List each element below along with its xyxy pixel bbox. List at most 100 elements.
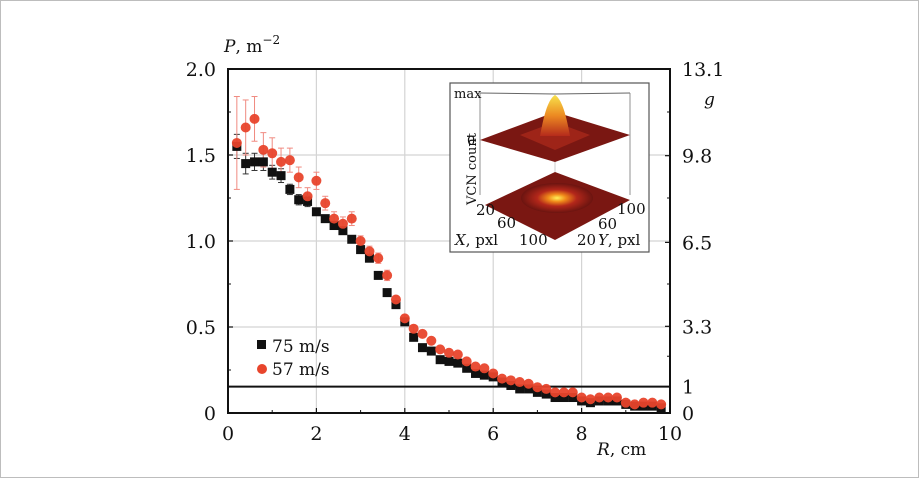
data-point-57ms bbox=[647, 397, 658, 408]
data-point-57ms bbox=[249, 113, 260, 124]
svg-text:100: 100 bbox=[519, 231, 548, 249]
data-point-57ms bbox=[638, 397, 649, 408]
data-point-57ms bbox=[355, 236, 366, 246]
svg-text:0: 0 bbox=[467, 134, 475, 149]
data-point-57ms bbox=[346, 213, 357, 224]
x-tick-label: 8 bbox=[576, 423, 588, 445]
data-point-75ms bbox=[462, 363, 472, 373]
data-point-57ms bbox=[611, 392, 622, 403]
data-point-75ms bbox=[303, 196, 313, 206]
data-point-75ms bbox=[250, 157, 260, 167]
data-point-75ms bbox=[409, 332, 419, 342]
svg-text:VCN count: VCN count bbox=[465, 132, 480, 206]
data-point-57ms bbox=[470, 361, 481, 372]
legend-marker-75 bbox=[257, 340, 266, 349]
y-right-tick-label: 1 bbox=[682, 377, 694, 399]
data-point-57ms bbox=[532, 382, 543, 393]
data-point-57ms bbox=[337, 218, 348, 229]
y-right-tick-label: 13.1 bbox=[682, 59, 724, 81]
data-point-75ms bbox=[320, 214, 330, 224]
data-point-75ms bbox=[391, 300, 401, 310]
legend: 75 m/s 57 m/s bbox=[257, 337, 330, 380]
data-point-57ms bbox=[444, 347, 454, 358]
data-point-75ms bbox=[373, 270, 383, 280]
data-point-57ms bbox=[541, 383, 552, 394]
data-point-57ms bbox=[505, 375, 516, 386]
y-right-tick-label: 6.5 bbox=[682, 232, 712, 254]
svg-text:60: 60 bbox=[598, 215, 617, 233]
data-point-75ms bbox=[294, 195, 304, 205]
data-point-75ms bbox=[338, 226, 348, 236]
x-tick-label: 0 bbox=[222, 423, 234, 445]
data-point-57ms bbox=[408, 323, 419, 334]
data-point-57ms bbox=[382, 270, 393, 281]
inset-peak bbox=[540, 95, 570, 136]
data-point-75ms bbox=[356, 245, 366, 255]
svg-text:100: 100 bbox=[617, 200, 646, 218]
data-point-75ms bbox=[559, 393, 569, 403]
data-point-57ms bbox=[320, 198, 331, 209]
data-point-75ms bbox=[267, 167, 277, 177]
data-point-57ms bbox=[276, 156, 287, 167]
data-point-57ms bbox=[488, 368, 499, 379]
data-point-57ms bbox=[603, 392, 614, 403]
svg-text:X, pxl: X, pxl bbox=[454, 231, 498, 249]
y-tick-label: 0 bbox=[204, 403, 216, 425]
data-point-75ms bbox=[329, 221, 339, 231]
data-point-75ms bbox=[311, 207, 321, 217]
data-point-57ms bbox=[452, 349, 463, 360]
data-point-57ms bbox=[231, 137, 242, 148]
data-point-75ms bbox=[506, 380, 516, 390]
data-point-75ms bbox=[276, 171, 286, 181]
data-point-57ms bbox=[267, 148, 278, 159]
data-point-57ms bbox=[497, 373, 508, 384]
data-point-57ms bbox=[329, 213, 340, 224]
data-point-57ms bbox=[373, 253, 384, 264]
data-point-75ms bbox=[426, 346, 436, 356]
x-tick-label: 6 bbox=[487, 423, 499, 445]
data-point-75ms bbox=[453, 358, 463, 368]
data-point-57ms bbox=[576, 392, 587, 403]
data-point-57ms bbox=[390, 294, 401, 305]
y-tick-label: 0.5 bbox=[186, 317, 216, 339]
data-point-57ms bbox=[620, 397, 631, 408]
data-point-75ms bbox=[347, 234, 357, 244]
y-tick-label: 1.5 bbox=[186, 145, 216, 167]
data-point-57ms bbox=[523, 378, 534, 389]
data-point-57ms bbox=[567, 387, 578, 398]
data-point-57ms bbox=[240, 122, 251, 133]
data-point-75ms bbox=[285, 184, 295, 194]
data-point-75ms bbox=[568, 393, 578, 403]
data-point-75ms bbox=[382, 288, 392, 298]
data-point-57ms bbox=[417, 328, 428, 339]
data-point-57ms bbox=[585, 394, 596, 405]
x-tick-label: 10 bbox=[658, 423, 682, 445]
data-point-75ms bbox=[258, 157, 268, 167]
x-axis-label: R, cm bbox=[596, 440, 646, 460]
data-point-57ms bbox=[558, 387, 569, 398]
y-right-tick-label: 9.8 bbox=[682, 146, 712, 168]
data-point-57ms bbox=[293, 172, 304, 183]
data-point-57ms bbox=[435, 344, 446, 355]
data-point-75ms bbox=[515, 384, 525, 394]
data-point-75ms bbox=[479, 370, 489, 380]
svg-text:Y, pxl: Y, pxl bbox=[598, 231, 641, 249]
data-point-75ms bbox=[471, 368, 481, 378]
legend-label-75: 75 m/s bbox=[272, 337, 330, 357]
data-point-57ms bbox=[594, 392, 605, 403]
data-point-57ms bbox=[258, 144, 269, 155]
svg-text:20: 20 bbox=[577, 231, 596, 249]
data-point-57ms bbox=[302, 191, 313, 202]
data-point-57ms bbox=[311, 175, 322, 186]
data-point-75ms bbox=[364, 253, 374, 263]
data-point-57ms bbox=[656, 399, 667, 410]
y-right-tick-label: 3.3 bbox=[682, 316, 712, 338]
y-axis-label-right: g bbox=[704, 90, 715, 110]
data-point-57ms bbox=[426, 335, 437, 346]
data-point-75ms bbox=[550, 393, 560, 403]
data-point-75ms bbox=[435, 355, 445, 365]
x-tick-label: 2 bbox=[310, 423, 322, 445]
y-tick-label: 1.0 bbox=[186, 231, 216, 253]
data-point-57ms bbox=[514, 377, 525, 388]
svg-text:max: max bbox=[454, 87, 482, 102]
